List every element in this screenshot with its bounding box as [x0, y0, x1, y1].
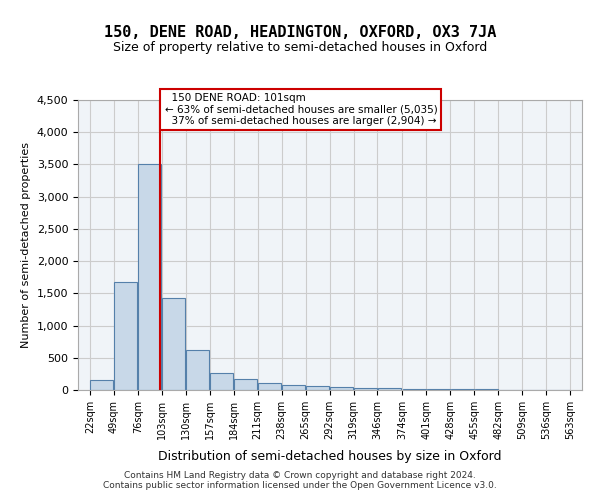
- Bar: [282, 386, 305, 390]
- Text: 150, DENE ROAD, HEADINGTON, OXFORD, OX3 7JA: 150, DENE ROAD, HEADINGTON, OXFORD, OX3 …: [104, 25, 496, 40]
- Bar: [306, 386, 329, 390]
- Bar: [210, 372, 233, 390]
- Y-axis label: Number of semi-detached properties: Number of semi-detached properties: [21, 142, 31, 348]
- X-axis label: Distribution of semi-detached houses by size in Oxford: Distribution of semi-detached houses by …: [158, 450, 502, 463]
- Bar: [162, 298, 185, 390]
- Text: Contains HM Land Registry data © Crown copyright and database right 2024.
Contai: Contains HM Land Registry data © Crown c…: [103, 470, 497, 490]
- Bar: [354, 388, 377, 390]
- Bar: [330, 387, 353, 390]
- Bar: [234, 378, 257, 390]
- Bar: [91, 380, 113, 390]
- Bar: [186, 350, 209, 390]
- Bar: [139, 164, 161, 390]
- Text: Size of property relative to semi-detached houses in Oxford: Size of property relative to semi-detach…: [113, 41, 487, 54]
- Bar: [115, 282, 137, 390]
- Bar: [427, 389, 450, 390]
- Bar: [403, 388, 426, 390]
- Text: 150 DENE ROAD: 101sqm
← 63% of semi-detached houses are smaller (5,035)
  37% of: 150 DENE ROAD: 101sqm ← 63% of semi-deta…: [164, 93, 437, 126]
- Bar: [258, 383, 281, 390]
- Bar: [378, 388, 401, 390]
